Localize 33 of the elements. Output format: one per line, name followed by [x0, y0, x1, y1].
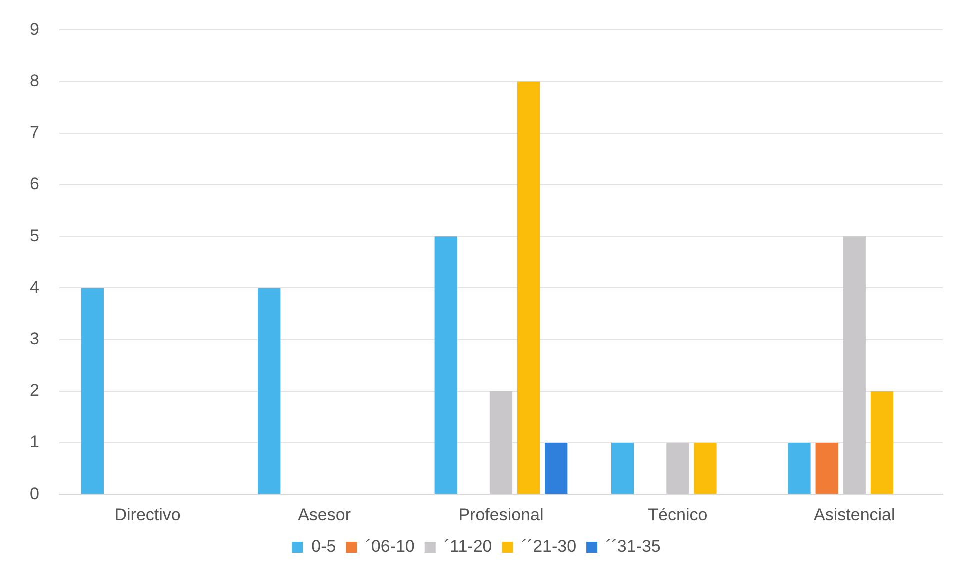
- x-tick-label: Asistencial: [814, 505, 896, 524]
- y-tick-label: 2: [30, 381, 40, 400]
- y-tick-label: 0: [30, 484, 40, 504]
- bar: [843, 236, 866, 494]
- y-tick-label: 9: [30, 20, 40, 39]
- legend-label: 0-5: [312, 537, 336, 556]
- bar: [694, 443, 717, 494]
- bar: [666, 443, 690, 494]
- bar: [816, 443, 838, 494]
- y-tick-label: 8: [30, 71, 40, 90]
- y-tick-label: 5: [30, 226, 40, 246]
- x-tick-label: Técnico: [648, 505, 708, 524]
- legend-label: ´06-10: [366, 537, 415, 556]
- bar: [434, 236, 458, 494]
- bar: [545, 443, 568, 494]
- y-tick-label: 7: [30, 123, 40, 142]
- legend-label: ´´31-35: [606, 537, 661, 556]
- y-tick-label: 1: [30, 432, 40, 452]
- bar: [612, 443, 634, 494]
- bar: [258, 288, 281, 494]
- bar: [788, 443, 811, 494]
- bar: [517, 82, 540, 494]
- x-tick-label: Directivo: [114, 505, 181, 524]
- legend-label: ´´21-30: [522, 537, 577, 556]
- x-tick-label: Profesional: [458, 505, 544, 524]
- y-tick-label: 4: [30, 278, 40, 297]
- bar: [490, 391, 513, 494]
- y-tick-label: 6: [30, 174, 40, 194]
- y-tick-label: 3: [30, 329, 40, 348]
- x-tick-label: Asesor: [298, 505, 352, 524]
- bar: [870, 391, 894, 494]
- legend-label: ´11-20: [444, 537, 492, 556]
- bar: [81, 288, 104, 494]
